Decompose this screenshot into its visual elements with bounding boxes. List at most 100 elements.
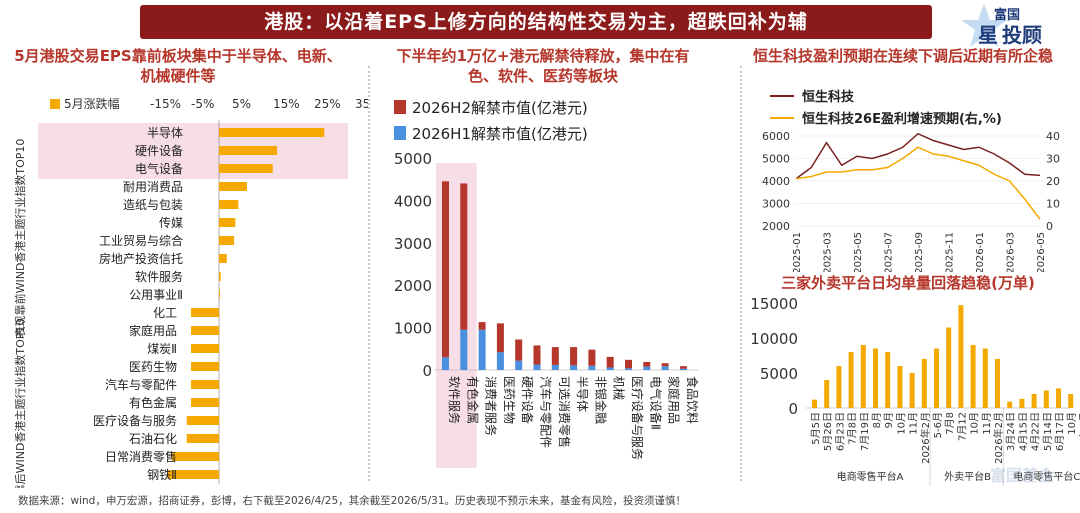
bar [167, 470, 219, 479]
bar-h2 [679, 366, 687, 369]
bar-h2 [533, 345, 541, 365]
bar [191, 362, 219, 371]
y-tick-label: 0 [788, 400, 798, 418]
delivery-orders-chart: 0 5000 10000 15000 5月5日 5月26日 6月23日 7月8日 7月19日 8月… [750, 295, 1080, 486]
group-label: 电商零售平台C [1013, 470, 1080, 483]
x-tick-label: 9月 [883, 412, 895, 428]
y-right-tick-label: 40 [1046, 130, 1060, 143]
right-top-panel-title: 恒生科技盈利预期在连续下调后近期有所企稳 [752, 47, 1053, 65]
y-left-tick-label: 6000 [762, 130, 790, 143]
bar-h1 [442, 357, 449, 370]
left-panel-title: 5月港股交易EPS靠前板块集中于半导体、电新、机械硬件等 [14, 47, 342, 85]
x-tick-label: 2026-03 [1006, 232, 1017, 272]
bar [946, 327, 952, 408]
y-tick-label: 10000 [750, 330, 798, 348]
category-label: 医药生物 [129, 360, 177, 374]
divider-left [368, 66, 370, 481]
x-tick-label: 7月12 [956, 412, 968, 441]
x-tick-label: 15% [273, 97, 300, 111]
bar [219, 200, 239, 209]
bar-h1 [588, 365, 596, 370]
bar [191, 326, 219, 335]
bar-h1 [643, 366, 651, 370]
bar [848, 352, 854, 408]
x-tick-label: 2026年2月 [1077, 412, 1080, 464]
bar-h1 [496, 352, 504, 370]
category-label: 医疗设备与服务 [630, 376, 645, 460]
x-tick-label: 2025-11 [945, 232, 956, 272]
x-tick-label: 5月5日 [810, 412, 822, 445]
bar-h1 [515, 360, 523, 370]
bar-h1 [625, 368, 632, 370]
x-tick-label: 6月23日 [834, 412, 846, 451]
x-tick-label: 7月8 [944, 412, 956, 435]
bar [1056, 388, 1061, 408]
category-label: 家庭用品 [667, 376, 682, 424]
legend-label: 恒生科技 [802, 89, 855, 105]
x-tick-label: 5% [232, 97, 251, 111]
bar [219, 218, 236, 227]
x-tick-label: 2026年2月 [919, 412, 932, 464]
bar-h1 [460, 329, 468, 370]
bar [186, 416, 219, 425]
bar-h1 [606, 367, 614, 370]
legend-label: 恒生科技26E盈利增速预期(右,%) [802, 111, 1002, 127]
category-label: 汽车与零配件 [539, 376, 554, 448]
bar-h1 [570, 365, 578, 370]
x-tick-label: 4月15日 [1017, 412, 1029, 451]
category-label: 有色金属 [129, 395, 177, 410]
category-label: 传媒 [159, 215, 183, 230]
bar [1019, 398, 1025, 408]
bar-h2 [625, 359, 632, 369]
category-label: 医药生物 [502, 376, 516, 424]
watermark: 富国基金 [990, 466, 1055, 485]
category-label: 半导体 [575, 376, 589, 412]
sector-return-chart: 5月涨跌幅 -15% -5% 5% 15% 25% 35% 表现靠前WIND香港主题行业指数T… [13, 96, 368, 488]
bar-h2 [661, 363, 669, 367]
x-tick-label: 11月 [908, 412, 920, 435]
legend-swatch [394, 100, 406, 114]
x-tick-label: 2026年2月 [992, 412, 1005, 464]
star-icon [962, 4, 1007, 47]
x-tick-label: 5-6月 [932, 412, 944, 438]
bar [958, 305, 964, 408]
x-tick-label: 7月8日 [847, 412, 859, 445]
category-label: 机械 [612, 376, 627, 400]
bar [812, 399, 817, 408]
bar-h2 [515, 339, 523, 361]
category-label: 房地产投资信托 [99, 251, 183, 266]
bar [934, 348, 939, 408]
group-label: 外卖平台B [944, 470, 991, 483]
legend-swatch [50, 99, 60, 109]
category-label: 半导体 [147, 126, 183, 140]
bar-h2 [460, 183, 468, 330]
category-label: 软件服务 [447, 376, 462, 424]
x-tick-label: 10月 [969, 412, 981, 435]
category-label: 汽车与零配件 [105, 377, 177, 392]
bar [1007, 401, 1013, 408]
category-label: 煤炭Ⅱ [147, 342, 177, 356]
bar [1031, 394, 1037, 408]
category-label: 公用事业Ⅱ [129, 288, 183, 302]
bar [885, 352, 891, 408]
x-tick-label: 2025-01 [792, 232, 803, 272]
bar [219, 182, 247, 191]
x-tick-label: 25% [314, 97, 341, 111]
category-label: 医疗设备与服务 [93, 413, 177, 428]
x-tick-label: 2026-05 [1036, 232, 1047, 272]
y-right-tick-label: 10 [1046, 198, 1060, 211]
x-tick-label: 5月14日 [1042, 412, 1054, 451]
x-tick-label: 5月26日 [822, 412, 834, 451]
x-tick-label: 2025-05 [853, 232, 864, 272]
logo-text-mid: 星 [978, 23, 998, 47]
divider-right [740, 66, 742, 481]
y-right-tick-label: 0 [1046, 220, 1053, 233]
y-tick-label: 5000 [394, 150, 432, 168]
y-tick-label: 5000 [760, 365, 798, 383]
x-tick-label: 6月17日 [1054, 412, 1066, 451]
bar-h2 [478, 322, 486, 330]
bar [186, 434, 219, 443]
category-label: 可选消费零售 [557, 376, 572, 448]
bar [219, 128, 325, 137]
